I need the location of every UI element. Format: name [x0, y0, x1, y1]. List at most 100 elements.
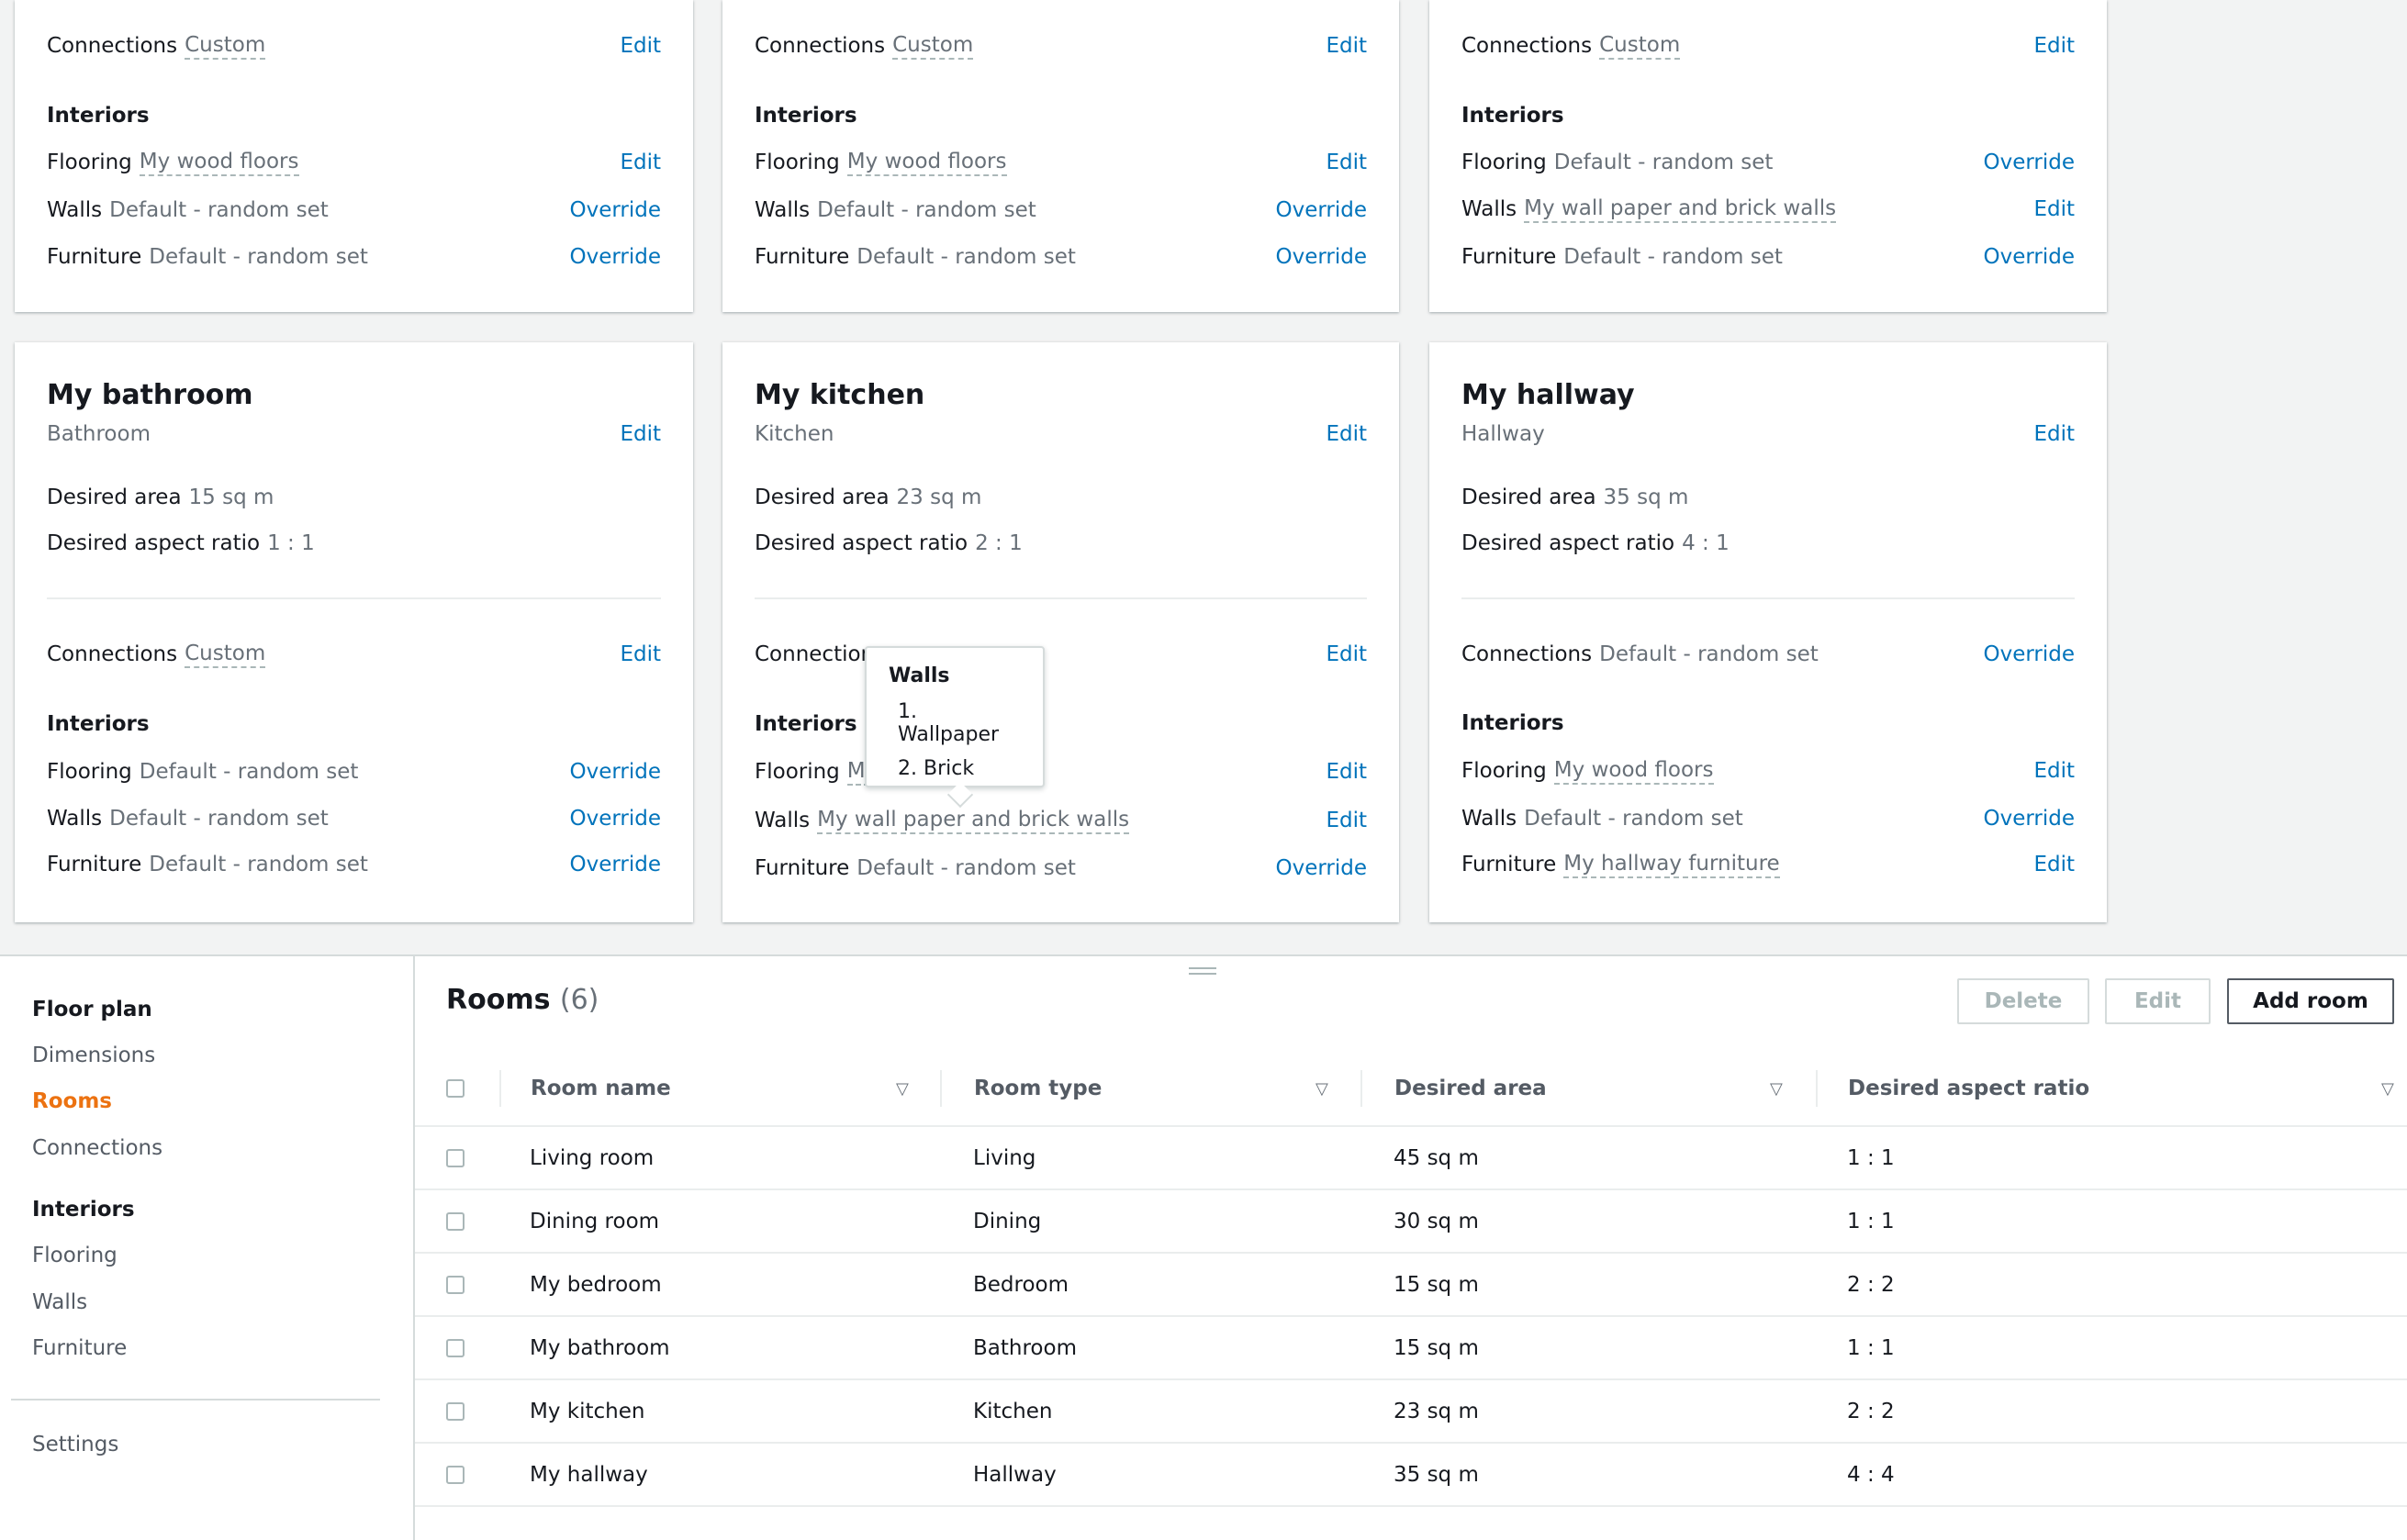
walls-label: Walls — [47, 198, 103, 222]
connections-value[interactable]: Custom — [892, 32, 974, 61]
furniture-row: Furniture Default - random set Override — [47, 239, 661, 275]
desired-area-cell: 15 sq m — [1394, 1335, 1479, 1360]
ratio-label: Desired aspect ratio — [47, 531, 261, 555]
card-edit-link[interactable]: Edit — [1326, 422, 1367, 446]
furniture-action-link[interactable]: Override — [1275, 856, 1367, 880]
connections-value[interactable]: Custom — [185, 32, 266, 61]
furniture-action-link[interactable]: Edit — [2033, 853, 2075, 876]
furniture-label: Furniture — [755, 245, 850, 269]
furniture-action-link[interactable]: Override — [569, 853, 661, 876]
nav-connections[interactable]: Connections — [32, 1136, 163, 1160]
nav-floor-plan[interactable]: Floor plan — [32, 998, 152, 1021]
col-header-desired-area[interactable]: Desired area — [1394, 1077, 1547, 1100]
col-header-room-name[interactable]: Room name — [531, 1077, 671, 1100]
connections-action-link[interactable]: Edit — [1326, 642, 1367, 666]
connections-action-link[interactable]: Edit — [620, 642, 661, 666]
row-checkbox[interactable] — [446, 1338, 465, 1357]
flooring-action-link[interactable]: Edit — [1326, 151, 1367, 174]
connections-action-link[interactable]: Edit — [620, 34, 661, 58]
connections-row: Connection Edit — [755, 636, 1367, 673]
table-row[interactable]: Dining room Dining 30 sq m 1 : 1 — [415, 1190, 2407, 1254]
flooring-action-link[interactable]: Edit — [620, 151, 661, 174]
furniture-action-link[interactable]: Override — [1275, 245, 1367, 269]
walls-action-link[interactable]: Override — [569, 198, 661, 222]
split-panel: Floor plan Dimensions Rooms Connections … — [0, 954, 2407, 1540]
sort-caret-down-outline-icon[interactable]: ▽ — [1770, 1078, 1783, 1099]
row-checkbox[interactable] — [446, 1211, 465, 1231]
area-value: 23 sq m — [896, 485, 982, 509]
connections-value[interactable]: Custom — [1599, 32, 1681, 61]
connections-action-link[interactable]: Edit — [1326, 34, 1367, 58]
table-row[interactable]: My bedroom Bedroom 15 sq m 2 : 2 — [415, 1254, 2407, 1317]
sort-caret-down-outline-icon[interactable]: ▽ — [1315, 1078, 1328, 1099]
furniture-action-link[interactable]: Override — [569, 245, 661, 269]
nav-settings[interactable]: Settings — [32, 1433, 119, 1456]
flooring-row: Flooring Default - random set Override — [47, 753, 661, 790]
area-label: Desired area — [1461, 485, 1596, 509]
furniture-value[interactable]: My hallway furniture — [1563, 851, 1780, 879]
flooring-action-link[interactable]: Edit — [2033, 759, 2075, 783]
interiors-heading: Interiors — [47, 712, 150, 736]
select-all-checkbox[interactable] — [446, 1079, 465, 1098]
nav-flooring[interactable]: Flooring — [32, 1244, 118, 1267]
card-edit-link[interactable]: Edit — [2033, 422, 2075, 446]
sort-caret-down-outline-icon[interactable]: ▽ — [2381, 1078, 2394, 1099]
table-row[interactable]: My hallway Hallway 35 sq m 4 : 4 — [415, 1444, 2407, 1507]
flooring-action-link[interactable]: Edit — [1326, 760, 1367, 784]
flooring-value: Default - random set — [1553, 151, 1774, 174]
row-checkbox[interactable] — [446, 1465, 465, 1484]
table-row[interactable]: My bathroom Bathroom 15 sq m 1 : 1 — [415, 1317, 2407, 1380]
select-all-cell — [446, 1052, 465, 1125]
edit-button[interactable]: Edit — [2105, 978, 2211, 1024]
walls-label: Walls — [755, 809, 811, 832]
room-name-cell: My bathroom — [530, 1335, 670, 1360]
connections-value[interactable]: Custom — [185, 641, 266, 669]
furniture-label: Furniture — [1461, 245, 1557, 269]
flooring-value[interactable]: My wood floors — [846, 149, 1007, 177]
connections-action-link[interactable]: Override — [1983, 642, 2075, 666]
table-row[interactable]: Living room Living 45 sq m 1 : 1 — [415, 1127, 2407, 1190]
interiors-heading: Interiors — [1461, 711, 1564, 735]
walls-action-link[interactable]: Edit — [2033, 197, 2075, 221]
col-header-desired-aspect-ratio[interactable]: Desired aspect ratio — [1848, 1077, 2090, 1100]
add-room-button[interactable]: Add room — [2227, 978, 2394, 1024]
walls-popover: Walls 1. Wallpaper 2. Brick — [865, 646, 1045, 787]
flooring-label: Flooring — [1461, 151, 1547, 174]
desired-area-cell: 45 sq m — [1394, 1145, 1479, 1170]
card-edit-link[interactable]: Edit — [620, 422, 661, 446]
interiors-heading: Interiors — [47, 104, 150, 128]
ratio-row: Desired aspect ratio 1 : 1 — [47, 525, 661, 562]
row-checkbox[interactable] — [446, 1401, 465, 1421]
nav-interiors[interactable]: Interiors — [32, 1198, 135, 1222]
delete-button[interactable]: Delete — [1957, 978, 2089, 1024]
walls-action-link[interactable]: Override — [1983, 807, 2075, 831]
col-header-room-type[interactable]: Room type — [974, 1077, 1103, 1100]
row-select-cell — [446, 1444, 465, 1505]
flooring-value[interactable]: My wood floors — [139, 149, 299, 177]
row-select-cell — [446, 1380, 465, 1442]
nav-furniture[interactable]: Furniture — [32, 1336, 128, 1360]
walls-action-link[interactable]: Edit — [1326, 809, 1367, 832]
row-checkbox[interactable] — [446, 1275, 465, 1294]
flooring-value[interactable]: My wood floors — [1553, 757, 1714, 786]
furniture-action-link[interactable]: Override — [1983, 245, 2075, 269]
walls-action-link[interactable]: Override — [569, 807, 661, 831]
flooring-action-link[interactable]: Override — [569, 760, 661, 784]
furniture-value: Default - random set — [1563, 245, 1783, 269]
card-room-type: Hallway — [1461, 422, 1545, 446]
card-divider — [1461, 597, 2075, 599]
connections-action-link[interactable]: Edit — [2033, 34, 2075, 58]
area-row: Desired area 23 sq m — [755, 479, 1367, 516]
drag-handle-icon[interactable] — [1189, 967, 1216, 976]
nav-rooms[interactable]: Rooms — [32, 1089, 112, 1113]
walls-value[interactable]: My wall paper and brick walls — [817, 807, 1130, 835]
nav-walls[interactable]: Walls — [32, 1290, 88, 1314]
walls-action-link[interactable]: Override — [1275, 198, 1367, 222]
sort-caret-down-outline-icon[interactable]: ▽ — [896, 1078, 909, 1099]
table-row[interactable]: My kitchen Kitchen 23 sq m 2 : 2 — [415, 1380, 2407, 1444]
row-checkbox[interactable] — [446, 1148, 465, 1167]
nav-dimensions[interactable]: Dimensions — [32, 1043, 156, 1067]
room-type-cell: Bedroom — [973, 1272, 1069, 1297]
walls-value[interactable]: My wall paper and brick walls — [1524, 195, 1837, 224]
flooring-action-link[interactable]: Override — [1983, 151, 2075, 174]
